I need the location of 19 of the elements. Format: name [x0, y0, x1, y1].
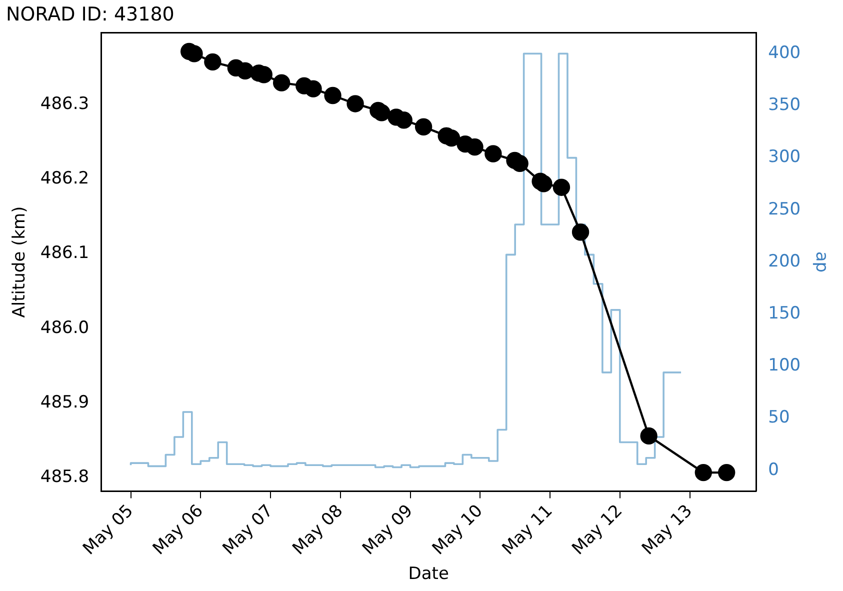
y2-tick-label: 100 [768, 356, 801, 376]
y2-tick-label: 0 [768, 460, 779, 480]
y-tick-label: 486.3 [40, 94, 90, 114]
y2-tick-label: 400 [768, 43, 801, 64]
y2-axis-title: ap [811, 251, 832, 273]
y-tick-label: 486.1 [40, 243, 90, 264]
y-axis-title: Altitude (km) [10, 206, 30, 318]
y2-tick-label: 350 [768, 95, 801, 116]
y-tick-label: 485.8 [40, 467, 90, 488]
x-axis-title: Date [408, 564, 449, 584]
y-tick-label: 486.0 [40, 318, 90, 338]
chart-title: NORAD ID: 43180 [6, 3, 174, 26]
y2-tick-label: 50 [768, 408, 790, 428]
y2-tick-label: 300 [768, 147, 801, 168]
y-tick-label: 486.2 [40, 168, 90, 189]
y2-tick-label: 200 [768, 251, 801, 272]
y2-tick-label: 250 [768, 199, 801, 220]
y2-tick-label: 150 [768, 304, 801, 324]
y-tick-label: 485.9 [40, 392, 90, 413]
